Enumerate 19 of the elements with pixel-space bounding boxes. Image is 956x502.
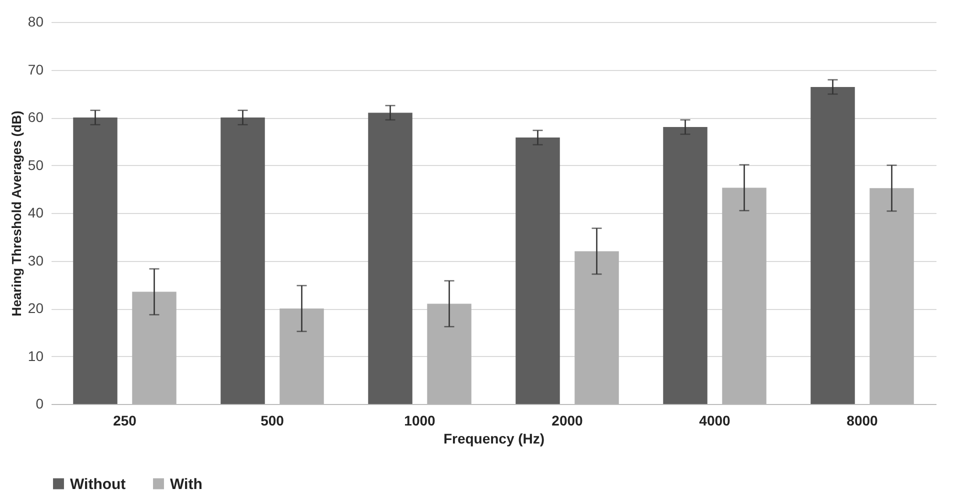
y-tick-label: 60: [28, 109, 44, 125]
y-tick-label: 0: [36, 396, 44, 412]
y-tick-label: 20: [28, 300, 44, 316]
y-tick-label: 10: [28, 348, 44, 364]
x-tick-label: 8000: [846, 412, 878, 428]
x-tick-label: 500: [260, 412, 284, 428]
legend-label: With: [170, 476, 202, 493]
x-tick-label: 4000: [699, 412, 731, 428]
x-tick-label: 1000: [404, 412, 436, 428]
y-tick-label: 70: [28, 61, 44, 78]
y-tick-label: 30: [28, 252, 44, 268]
legend-label: Without: [70, 476, 126, 493]
x-tick-label: 2000: [552, 412, 584, 428]
y-tick-label: 40: [28, 204, 44, 220]
x-axis-title: Frequency (Hz): [443, 430, 545, 446]
x-tick-label: 250: [113, 412, 137, 428]
y-axis-title: Hearing Threshold Averages (dB): [8, 110, 24, 316]
y-tick-label: 80: [28, 14, 44, 30]
y-tick-label: 50: [28, 156, 44, 173]
